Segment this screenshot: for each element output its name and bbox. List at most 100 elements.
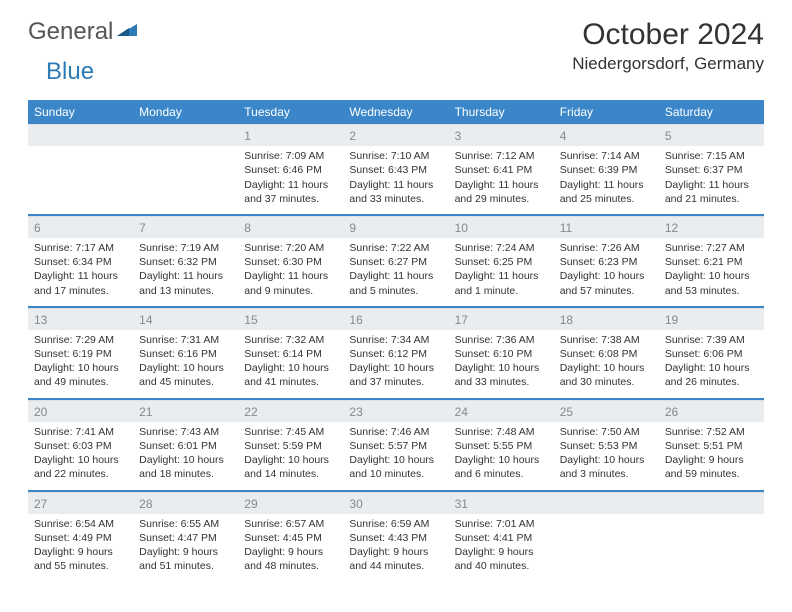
calendar-day-cell: 12Sunrise: 7:27 AMSunset: 6:21 PMDayligh… [659,215,764,307]
day-content: Sunrise: 7:14 AMSunset: 6:39 PMDaylight:… [554,146,659,214]
day-number: 24 [449,400,554,422]
sunset-text: Sunset: 6:14 PM [244,347,337,361]
day-content: Sunrise: 7:52 AMSunset: 5:51 PMDaylight:… [659,422,764,490]
sunset-text: Sunset: 5:51 PM [665,439,758,453]
daylight-text: Daylight: 10 hours and 10 minutes. [349,453,442,481]
sunrise-text: Sunrise: 7:52 AM [665,425,758,439]
daylight-text: Daylight: 10 hours and 37 minutes. [349,361,442,389]
sunrise-text: Sunrise: 7:41 AM [34,425,127,439]
sunrise-text: Sunrise: 7:31 AM [139,333,232,347]
daylight-text: Daylight: 10 hours and 41 minutes. [244,361,337,389]
sunset-text: Sunset: 6:21 PM [665,255,758,269]
logo-word2: Blue [46,58,94,85]
weekday-header: Wednesday [343,100,448,124]
sunset-text: Sunset: 6:01 PM [139,439,232,453]
day-number: 21 [133,400,238,422]
sunrise-text: Sunrise: 7:15 AM [665,149,758,163]
weekday-header: Monday [133,100,238,124]
logo-triangle-icon [117,21,139,44]
sunrise-text: Sunrise: 7:01 AM [455,517,548,531]
day-number: 18 [554,308,659,330]
sunset-text: Sunset: 6:10 PM [455,347,548,361]
calendar-day-cell: 17Sunrise: 7:36 AMSunset: 6:10 PMDayligh… [449,307,554,399]
sunrise-text: Sunrise: 6:54 AM [34,517,127,531]
day-number: 15 [238,308,343,330]
sunset-text: Sunset: 6:27 PM [349,255,442,269]
sunset-text: Sunset: 6:41 PM [455,163,548,177]
sunrise-text: Sunrise: 7:10 AM [349,149,442,163]
calendar-day-cell: 23Sunrise: 7:46 AMSunset: 5:57 PMDayligh… [343,399,448,491]
daylight-text: Daylight: 9 hours and 55 minutes. [34,545,127,573]
calendar-day-cell: 1Sunrise: 7:09 AMSunset: 6:46 PMDaylight… [238,124,343,215]
calendar-week-row: 13Sunrise: 7:29 AMSunset: 6:19 PMDayligh… [28,307,764,399]
day-content [659,514,764,568]
day-number: 13 [28,308,133,330]
day-content: Sunrise: 7:09 AMSunset: 6:46 PMDaylight:… [238,146,343,214]
weekday-header: Saturday [659,100,764,124]
daylight-text: Daylight: 10 hours and 22 minutes. [34,453,127,481]
day-content [28,146,133,200]
calendar-day-cell: 26Sunrise: 7:52 AMSunset: 5:51 PMDayligh… [659,399,764,491]
day-number: 22 [238,400,343,422]
calendar-week-row: 20Sunrise: 7:41 AMSunset: 6:03 PMDayligh… [28,399,764,491]
sunset-text: Sunset: 6:32 PM [139,255,232,269]
day-number: 26 [659,400,764,422]
sunset-text: Sunset: 5:57 PM [349,439,442,453]
calendar-day-cell [659,491,764,582]
daylight-text: Daylight: 9 hours and 59 minutes. [665,453,758,481]
day-content: Sunrise: 7:34 AMSunset: 6:12 PMDaylight:… [343,330,448,398]
sunrise-text: Sunrise: 7:20 AM [244,241,337,255]
calendar-day-cell: 22Sunrise: 7:45 AMSunset: 5:59 PMDayligh… [238,399,343,491]
daylight-text: Daylight: 10 hours and 30 minutes. [560,361,653,389]
daylight-text: Daylight: 10 hours and 45 minutes. [139,361,232,389]
day-content: Sunrise: 7:26 AMSunset: 6:23 PMDaylight:… [554,238,659,306]
day-number: 11 [554,216,659,238]
calendar-day-cell [28,124,133,215]
day-content: Sunrise: 7:22 AMSunset: 6:27 PMDaylight:… [343,238,448,306]
calendar-day-cell: 18Sunrise: 7:38 AMSunset: 6:08 PMDayligh… [554,307,659,399]
sunset-text: Sunset: 6:46 PM [244,163,337,177]
sunset-text: Sunset: 6:43 PM [349,163,442,177]
logo: General [28,18,141,46]
day-content: Sunrise: 7:36 AMSunset: 6:10 PMDaylight:… [449,330,554,398]
weekday-header: Sunday [28,100,133,124]
sunset-text: Sunset: 6:03 PM [34,439,127,453]
calendar-day-cell: 14Sunrise: 7:31 AMSunset: 6:16 PMDayligh… [133,307,238,399]
daylight-text: Daylight: 11 hours and 5 minutes. [349,269,442,297]
daylight-text: Daylight: 10 hours and 33 minutes. [455,361,548,389]
sunset-text: Sunset: 4:41 PM [455,531,548,545]
day-content: Sunrise: 7:48 AMSunset: 5:55 PMDaylight:… [449,422,554,490]
day-number: 28 [133,492,238,514]
day-number: 4 [554,124,659,146]
calendar-day-cell [554,491,659,582]
day-content: Sunrise: 7:31 AMSunset: 6:16 PMDaylight:… [133,330,238,398]
sunrise-text: Sunrise: 7:19 AM [139,241,232,255]
sunset-text: Sunset: 6:19 PM [34,347,127,361]
day-number: 8 [238,216,343,238]
day-content [554,514,659,568]
day-number: 3 [449,124,554,146]
day-content: Sunrise: 7:20 AMSunset: 6:30 PMDaylight:… [238,238,343,306]
day-number: 12 [659,216,764,238]
day-content: Sunrise: 6:54 AMSunset: 4:49 PMDaylight:… [28,514,133,582]
sunset-text: Sunset: 6:25 PM [455,255,548,269]
daylight-text: Daylight: 10 hours and 14 minutes. [244,453,337,481]
day-content: Sunrise: 7:19 AMSunset: 6:32 PMDaylight:… [133,238,238,306]
sunrise-text: Sunrise: 7:12 AM [455,149,548,163]
day-content: Sunrise: 7:50 AMSunset: 5:53 PMDaylight:… [554,422,659,490]
calendar-day-cell: 5Sunrise: 7:15 AMSunset: 6:37 PMDaylight… [659,124,764,215]
day-content [133,146,238,200]
sunset-text: Sunset: 5:55 PM [455,439,548,453]
day-number: 20 [28,400,133,422]
day-content: Sunrise: 7:43 AMSunset: 6:01 PMDaylight:… [133,422,238,490]
day-content: Sunrise: 6:55 AMSunset: 4:47 PMDaylight:… [133,514,238,582]
day-number: 6 [28,216,133,238]
day-number: 14 [133,308,238,330]
sunrise-text: Sunrise: 7:32 AM [244,333,337,347]
day-number: 10 [449,216,554,238]
sunrise-text: Sunrise: 6:55 AM [139,517,232,531]
daylight-text: Daylight: 10 hours and 53 minutes. [665,269,758,297]
day-content: Sunrise: 7:24 AMSunset: 6:25 PMDaylight:… [449,238,554,306]
sunrise-text: Sunrise: 7:45 AM [244,425,337,439]
weekday-header: Thursday [449,100,554,124]
